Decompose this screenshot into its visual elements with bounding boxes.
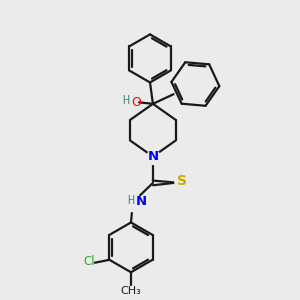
Text: H: H	[122, 94, 130, 106]
Text: N: N	[147, 150, 158, 163]
Text: O: O	[131, 96, 141, 109]
Text: S: S	[177, 175, 187, 188]
Text: H: H	[127, 194, 134, 207]
Text: CH₃: CH₃	[121, 286, 141, 296]
Text: N: N	[135, 196, 146, 208]
Text: Cl: Cl	[84, 255, 95, 268]
